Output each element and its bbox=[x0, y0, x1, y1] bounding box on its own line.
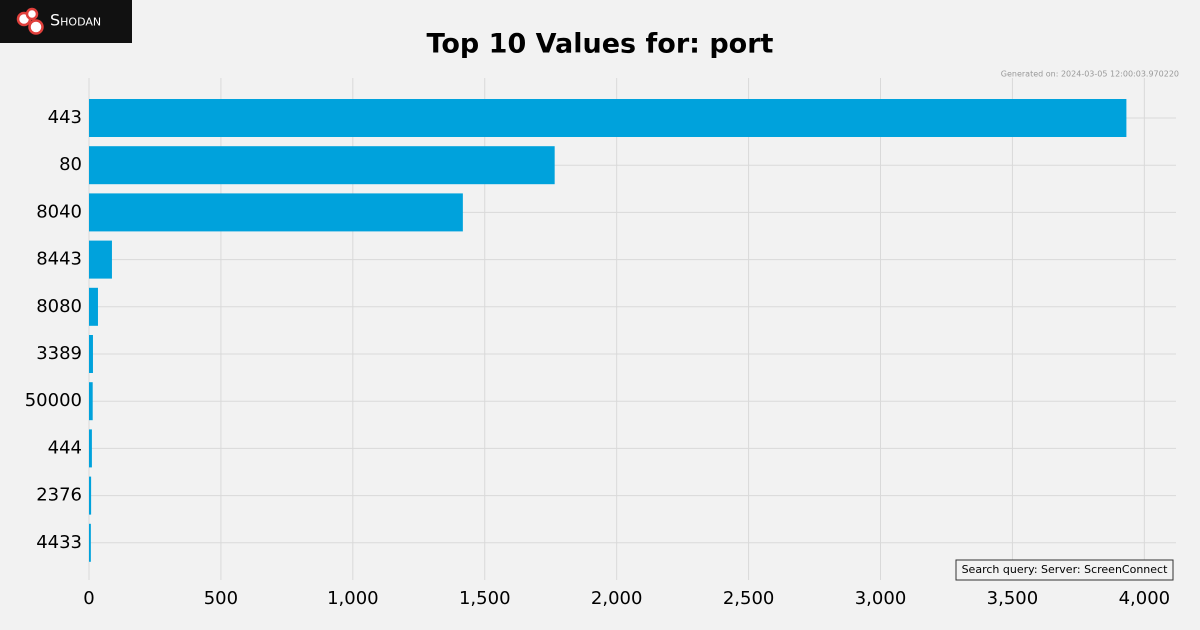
y-tick-label: 8443 bbox=[36, 249, 82, 270]
x-tick-label: 1,500 bbox=[459, 588, 511, 609]
bar bbox=[89, 523, 91, 562]
y-tick-label: 8080 bbox=[36, 296, 82, 317]
annotation-frame bbox=[955, 559, 1174, 581]
search-query: Search query: Server: ScreenConnect bbox=[962, 563, 1169, 576]
y-tick-label: 443 bbox=[48, 107, 82, 128]
bar bbox=[89, 476, 92, 515]
y-tick-label: 80 bbox=[59, 154, 82, 175]
bar bbox=[89, 335, 93, 373]
x-tick-label: 3,500 bbox=[987, 588, 1039, 609]
x-tick-label: 1,000 bbox=[327, 588, 379, 609]
y-tick-label: 2376 bbox=[36, 485, 82, 506]
y-tick-label: 8040 bbox=[36, 201, 82, 222]
x-tick-label: 2,000 bbox=[591, 588, 643, 609]
y-tick-label: 4433 bbox=[36, 532, 82, 553]
bar bbox=[89, 99, 1127, 137]
logo-icon bbox=[16, 7, 44, 35]
bar bbox=[89, 382, 93, 421]
search-query-box: Search query: Server: ScreenConnect bbox=[955, 559, 1174, 581]
bar bbox=[89, 193, 463, 232]
bar bbox=[89, 146, 555, 185]
x-tick-label: 3,000 bbox=[855, 588, 907, 609]
x-tick-label: 2,500 bbox=[723, 588, 775, 609]
logo-text: Shodan bbox=[50, 11, 101, 30]
y-tick-label: 3389 bbox=[36, 343, 82, 364]
y-tick-label: 50000 bbox=[25, 390, 82, 411]
x-tick-label: 4,000 bbox=[1119, 588, 1171, 609]
bar bbox=[89, 240, 112, 279]
y-tick-label: 444 bbox=[48, 437, 82, 458]
bar bbox=[89, 429, 92, 468]
x-tick-label: 0 bbox=[83, 588, 94, 609]
x-tick-label: 500 bbox=[204, 588, 238, 609]
chart-title: Top 10 Values for: port bbox=[427, 29, 774, 60]
bar bbox=[89, 287, 98, 326]
generated-note: Generated on: 2024-03-05 12:00:03.970220 bbox=[1001, 70, 1179, 79]
